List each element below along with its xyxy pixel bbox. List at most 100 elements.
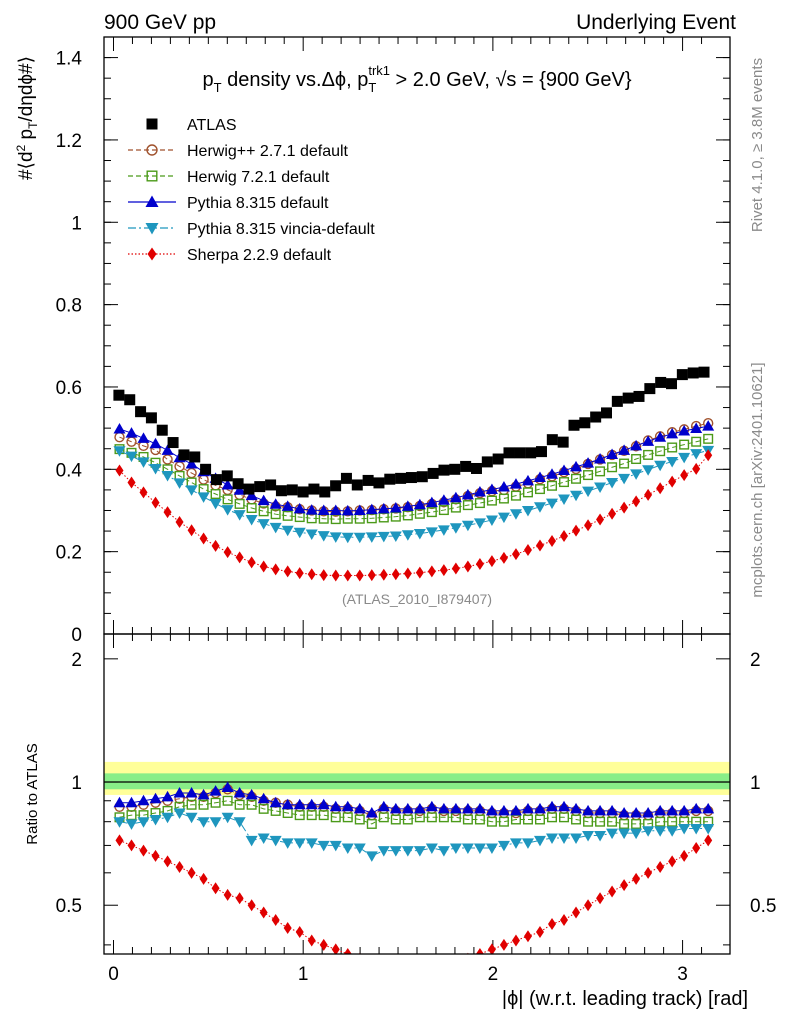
herwig7-point (246, 503, 257, 514)
pythia-point (413, 498, 426, 510)
pythia-point (353, 504, 366, 515)
herwig7-point (547, 480, 558, 491)
vincia-ratio-point (113, 817, 126, 828)
vincia-ratio-point (582, 831, 595, 842)
vincia-point (113, 446, 126, 457)
pythia-point (618, 444, 631, 455)
main-y-tick-label: 0 (71, 625, 82, 646)
main-y-tick-label: 1.2 (56, 131, 82, 152)
sherpa-point (596, 513, 605, 526)
pythia-ratio-point (209, 785, 222, 796)
sherpa-point (163, 506, 172, 519)
sherpa-ratio-point (608, 885, 617, 898)
pythia-ratio-point (678, 804, 691, 816)
herwig7-ratio-point (318, 810, 329, 821)
pythia-ratio-point (558, 800, 571, 812)
sherpa-ratio-point (223, 888, 232, 901)
vincia-point (137, 457, 150, 468)
sherpa-ratio-point (283, 921, 292, 934)
pythia-point (113, 422, 126, 434)
vincia-point (618, 473, 631, 485)
vincia-ratio-point (521, 838, 534, 849)
herwig7-ratio-line (119, 800, 709, 825)
sherpa-ratio-point (368, 958, 376, 970)
sherpa-point (223, 546, 232, 559)
sherpa-ratio-point (259, 906, 268, 919)
herwig7-ratio-point (366, 818, 377, 829)
vincia-ratio-point (618, 828, 631, 840)
pythia-point (269, 498, 282, 509)
vincia-ratio-point (533, 835, 546, 847)
atlas-point (622, 392, 634, 404)
ratio-y-tick-label: 0.5 (56, 896, 82, 917)
pythia-ratio-point (570, 802, 583, 814)
herwig7-point (438, 505, 449, 516)
herwig7-point (703, 433, 714, 444)
herwig7-point (631, 454, 642, 465)
sherpa-point (511, 548, 520, 561)
sherpa-ratio-point (704, 834, 713, 847)
pythia-ratio-point (305, 798, 318, 810)
atlas-point (676, 369, 688, 381)
atlas-point (514, 447, 526, 459)
vincia-point (197, 492, 210, 503)
vincia-ratio-point (449, 843, 462, 854)
pythia-point (125, 427, 138, 438)
herwig7-ratio-point (426, 812, 437, 823)
vincia-point (630, 469, 643, 480)
herwig7-ratio-point (354, 814, 365, 825)
sherpa-point (439, 564, 448, 577)
pythia-point (425, 496, 438, 508)
pythia-point (245, 489, 258, 501)
ratio-plot-frame (103, 633, 731, 955)
vincia-ratio-point (281, 838, 294, 849)
ratio-y-tick-label-right: 0.5 (750, 896, 776, 917)
legend-label: Sherpa 2.2.9 default (187, 247, 332, 264)
atlas-point (405, 472, 417, 484)
sherpa-ratio-point (692, 841, 701, 854)
pythia-ratio-point (233, 787, 246, 798)
sherpa-point (487, 555, 496, 568)
pythia-ratio-point (533, 802, 546, 814)
pythia-point (401, 500, 414, 511)
sherpa-ratio-point (163, 855, 172, 868)
sherpa-ratio-point (535, 926, 544, 939)
herwig7-point (486, 495, 497, 506)
legend-label: Herwig++ 2.7.1 default (187, 143, 349, 160)
sherpa-point (475, 558, 484, 571)
atlas-point (644, 383, 656, 395)
legend-marker (145, 223, 159, 235)
sherpa-point (608, 507, 617, 520)
pythia-ratio-point (461, 802, 474, 814)
vincia-ratio-point (546, 833, 559, 844)
atlas-point (351, 479, 363, 491)
herwig7-ratio-point (607, 816, 618, 827)
pythia-ratio-point (269, 796, 282, 808)
atlas-point (416, 471, 428, 483)
pythia-ratio-point (413, 802, 426, 814)
pythia-point (389, 502, 402, 513)
pythia-point (606, 448, 619, 459)
atlas-point (362, 474, 374, 486)
uncertainty-band-inner (104, 773, 730, 790)
pythia-ratio-point (365, 807, 378, 818)
pythia-point (558, 464, 571, 476)
herwig7-ratio-point (246, 799, 257, 810)
sherpa-ratio-point (620, 879, 629, 892)
sherpa-point (175, 516, 184, 529)
vincia-point (509, 509, 522, 520)
sherpa-point (415, 566, 424, 579)
sherpa-point (572, 524, 581, 537)
pythia-ratio-point (666, 804, 679, 816)
pythia-point (329, 504, 342, 515)
sherpa-point (307, 568, 316, 581)
atlas-point (611, 395, 623, 407)
ratio-series-herwig7 (114, 795, 714, 829)
vincia-ratio-point (389, 846, 402, 857)
pythia-point (137, 432, 150, 443)
atlas-point (503, 447, 515, 459)
pythia-point (509, 478, 522, 489)
vincia-ratio-point (377, 846, 390, 857)
pythia-point (233, 484, 246, 495)
herwig7-ratio-point (522, 814, 533, 825)
